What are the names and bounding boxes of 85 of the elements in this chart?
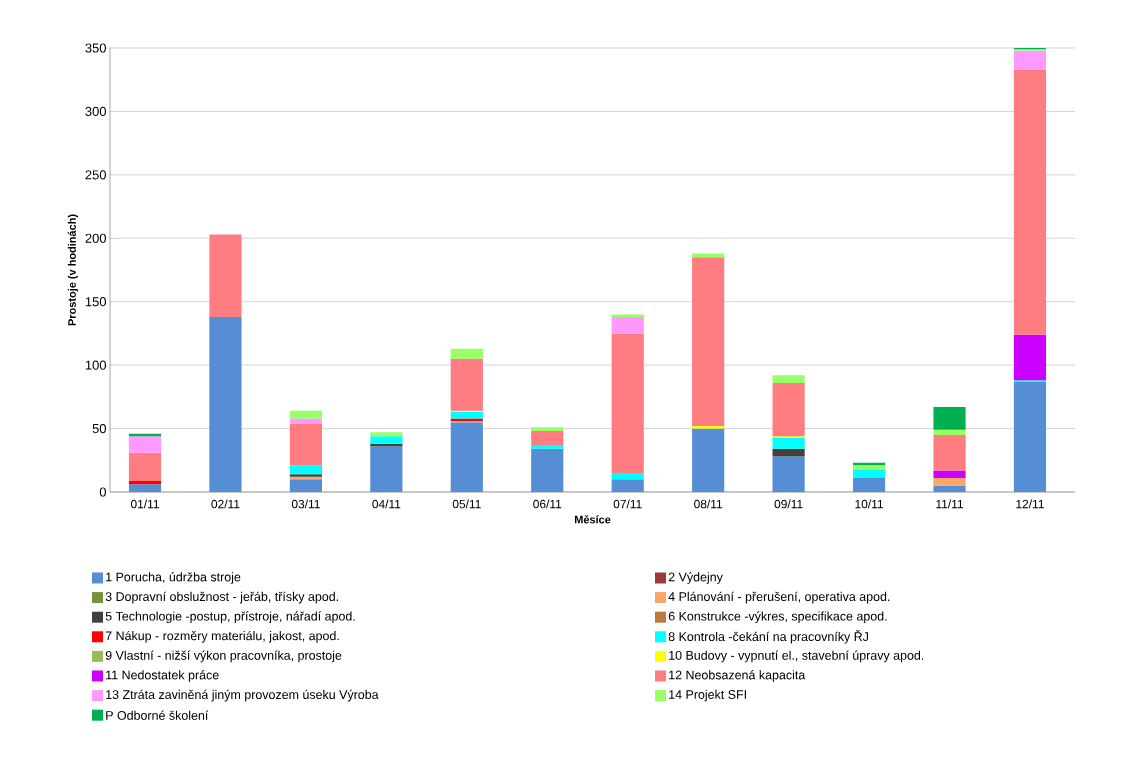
bar (772, 448, 805, 457)
bar (692, 426, 725, 429)
bar (1013, 381, 1047, 492)
legend-label: 8 Kontrola -čekání na pracovníky ŘJ (668, 630, 868, 644)
x-axis-title: Měsíce (574, 515, 611, 524)
y-tick-label: 150 (85, 297, 106, 307)
legend-label: 3 Dopravní obslužnost - jeřáb, třísky apod. (105, 591, 338, 604)
bar (531, 448, 564, 492)
bar (692, 257, 725, 427)
bar (1013, 334, 1047, 381)
bar (531, 431, 564, 446)
bar (692, 253, 725, 258)
x-tick-label: 12/11 (1016, 499, 1044, 509)
legend-label: 12 Neobsazená kapacita (669, 670, 806, 682)
legend-label: P Odborné školení (106, 710, 209, 720)
bar (933, 429, 966, 435)
x-tick-label: 10/11 (855, 499, 883, 509)
x-tick-label: 08/11 (694, 499, 723, 509)
y-tick-label: 0 (99, 487, 106, 497)
bar (128, 436, 162, 453)
bar (611, 479, 644, 492)
bar (289, 423, 322, 466)
bar (450, 348, 483, 359)
bar (450, 412, 483, 419)
legend-label: 2 Výdejny (668, 572, 723, 584)
bar (852, 465, 886, 470)
bar (772, 375, 805, 383)
bar (1013, 69, 1047, 335)
x-tick-label: 05/11 (452, 499, 481, 509)
x-tick-label: 07/11 (613, 499, 642, 509)
bar (128, 484, 162, 492)
bar (450, 358, 483, 411)
legend-label: 6 Konstrukce -výkres, specifikace apod. (668, 611, 887, 624)
legend-label: 7 Nákup - rozměry materiálu, jakost, apod. (105, 630, 339, 643)
bar (611, 314, 644, 317)
y-axis-title: Prostoje (v hodinách) (67, 214, 79, 326)
legend-label: 10 Budovy - vypnutí el., stavební úpravy apod. (669, 650, 924, 663)
bar (772, 456, 805, 492)
bar (531, 445, 564, 449)
bar (209, 316, 242, 492)
legend-label: 4 Plánování - přerušení, operativa apod. (668, 591, 890, 604)
bar (611, 316, 644, 334)
bar (611, 333, 644, 473)
legend-label: 14 Projekt SFI (669, 689, 746, 702)
bar (933, 478, 966, 486)
y-tick-label: 250 (85, 170, 106, 180)
bar (1013, 50, 1047, 70)
legend-label: 13 Ztráta zaviněná jiným provozem úseku Výroba (106, 689, 379, 702)
x-tick-label: 04/11 (372, 499, 401, 509)
y-tick-label: 200 (85, 233, 106, 243)
x-tick-label: 09/11 (774, 499, 803, 509)
bar (611, 472, 644, 480)
bar (531, 427, 564, 432)
x-tick-label: 02/11 (211, 499, 240, 509)
legend-label: 11 Nedostatek práce (106, 670, 219, 682)
bar (450, 422, 483, 492)
bar (852, 469, 886, 479)
bar (933, 485, 966, 492)
bar (209, 234, 242, 317)
bar (772, 437, 805, 449)
x-tick-label: 06/11 (533, 499, 562, 509)
legend-label: 5 Technologie -postup, přístroje, nářadí apod. (105, 611, 355, 624)
bar (289, 410, 322, 419)
bar (289, 418, 322, 424)
bar (289, 479, 322, 492)
legend-label: 9 Vlastní - nižší výkon pracovníka, prostoje (105, 650, 342, 663)
x-tick-label: 03/11 (291, 499, 320, 509)
y-tick-label: 350 (85, 43, 106, 53)
y-tick-label: 300 (85, 106, 106, 116)
bar (370, 446, 403, 492)
bar (933, 470, 966, 479)
bar (772, 382, 805, 437)
x-tick-label: 01/11 (130, 499, 159, 509)
y-tick-label: 50 (92, 423, 106, 434)
bar (370, 432, 403, 437)
y-tick-label: 100 (85, 360, 106, 370)
x-tick-label: 11/11 (936, 499, 963, 509)
bar (852, 478, 886, 492)
bar (933, 406, 966, 430)
bar (289, 465, 322, 475)
bar (128, 452, 162, 481)
bar (933, 434, 966, 471)
bar (370, 436, 403, 444)
legend-label: 1 Porucha, údržba stroje (106, 572, 241, 584)
bar (692, 428, 725, 492)
